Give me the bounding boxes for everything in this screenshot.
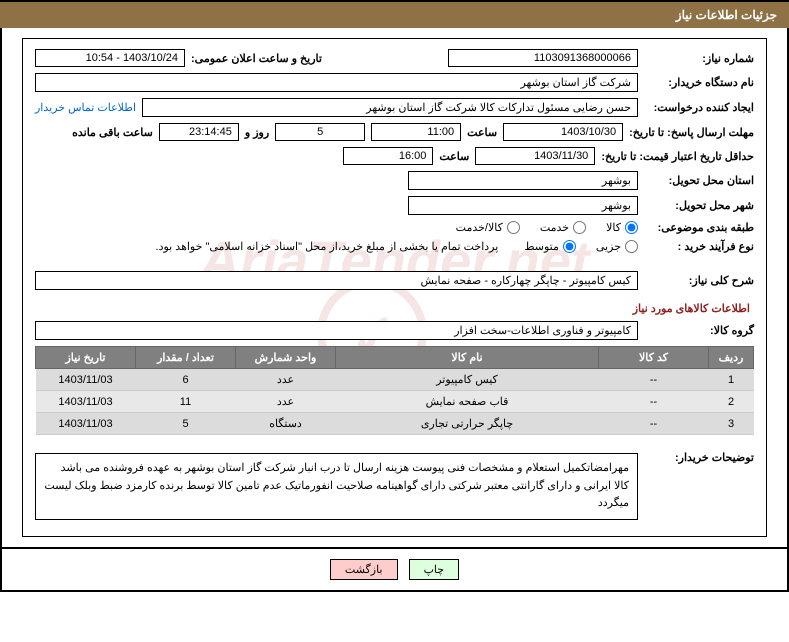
city-value: بوشهر [408, 196, 638, 215]
requester-label: ایجاد کننده درخواست: [644, 101, 754, 114]
back-button[interactable]: بازگشت [330, 559, 398, 580]
category-label: طبقه بندی موضوعی: [644, 221, 754, 234]
table-row: 3--چاپگر حرارتی تجاریدستگاه51403/11/03 [36, 413, 754, 435]
table-header-row: ردیف کد کالا نام کالا واحد شمارش تعداد /… [36, 347, 754, 369]
td-name: کیس کامپیوتر [336, 369, 599, 391]
days-text: روز و [245, 126, 269, 139]
td-row: 1 [709, 369, 754, 391]
button-row: چاپ بازگشت [0, 549, 789, 592]
th-date: تاریخ نیاز [36, 347, 136, 369]
province-value: بوشهر [408, 171, 638, 190]
radio-both-input[interactable] [507, 221, 520, 234]
need-number-label: شماره نیاز: [644, 52, 754, 65]
td-row: 2 [709, 391, 754, 413]
row-province: استان محل تحویل: بوشهر [35, 171, 754, 190]
need-number-value: 1103091368000066 [448, 49, 638, 67]
td-unit: عدد [236, 369, 336, 391]
validity-time-value: 16:00 [343, 147, 433, 165]
td-row: 3 [709, 413, 754, 435]
td-name: چاپگر حرارتی تجاری [336, 413, 599, 435]
process-note: پرداخت تمام یا بخشی از مبلغ خرید،از محل … [156, 240, 499, 253]
radio-khedmat-input[interactable] [573, 221, 586, 234]
row-buyer: نام دستگاه خریدار: شرکت گاز استان بوشهر [35, 73, 754, 92]
radio-medium-input[interactable] [563, 240, 576, 253]
remain-text: ساعت باقی مانده [72, 126, 153, 139]
announce-date-value: 1403/10/24 - 10:54 [35, 49, 185, 67]
buyer-value: شرکت گاز استان بوشهر [35, 73, 638, 92]
td-date: 1403/11/03 [36, 369, 136, 391]
radio-medium-label: متوسط [524, 240, 559, 253]
process-radio-group: جزیی متوسط [524, 240, 638, 253]
td-qty: 11 [136, 391, 236, 413]
validity-date-value: 1403/11/30 [475, 147, 595, 165]
print-button[interactable]: چاپ [409, 559, 460, 580]
td-date: 1403/11/03 [36, 391, 136, 413]
city-label: شهر محل تحویل: [644, 199, 754, 212]
items-table: ردیف کد کالا نام کالا واحد شمارش تعداد /… [35, 346, 754, 435]
radio-detail-input[interactable] [625, 240, 638, 253]
row-category: طبقه بندی موضوعی: کالا خدمت کالا/خدمت [35, 221, 754, 234]
radio-khedmat-label: خدمت [540, 221, 569, 234]
row-city: شهر محل تحویل: بوشهر [35, 196, 754, 215]
row-group: گروه کالا: کامپیوتر و فناوری اطلاعات-سخت… [35, 321, 754, 340]
th-row: ردیف [709, 347, 754, 369]
group-value: کامپیوتر و فناوری اطلاعات-سخت افزار [35, 321, 638, 340]
row-need-number: شماره نیاز: 1103091368000066 تاریخ و ساع… [35, 49, 754, 67]
radio-detail[interactable]: جزیی [596, 240, 638, 253]
td-code: -- [599, 369, 709, 391]
time-label-2: ساعت [439, 150, 469, 163]
row-requester: ایجاد کننده درخواست: حسن رضایی مسئول تدا… [35, 98, 754, 117]
radio-kala-input[interactable] [625, 221, 638, 234]
radio-detail-label: جزیی [596, 240, 621, 253]
th-qty: تعداد / مقدار [136, 347, 236, 369]
td-name: قاب صفحه نمایش [336, 391, 599, 413]
buyer-label: نام دستگاه خریدار: [644, 76, 754, 89]
row-notes: توضیحات خریدار: مهرامضاتکمیل استعلام و م… [35, 445, 754, 520]
page-title: جزئیات اطلاعات نیاز [676, 8, 777, 22]
notes-label: توضیحات خریدار: [644, 445, 754, 464]
contact-link[interactable]: اطلاعات تماس خریدار [35, 101, 136, 114]
radio-medium[interactable]: متوسط [524, 240, 576, 253]
row-desc: شرح کلی نیاز: کیس کامپیوتر - چاپگر چهارک… [35, 271, 754, 290]
deadline-label: مهلت ارسال پاسخ: تا تاریخ: [629, 126, 754, 139]
province-label: استان محل تحویل: [644, 174, 754, 187]
td-qty: 5 [136, 413, 236, 435]
td-unit: دستگاه [236, 413, 336, 435]
requester-value: حسن رضایی مسئول تدارکات کالا شرکت گاز اس… [142, 98, 638, 117]
time-label-1: ساعت [467, 126, 497, 139]
notes-value: مهرامضاتکمیل استعلام و مشخصات فنی پیوست … [35, 453, 638, 520]
time-remaining-value: 23:14:45 [159, 123, 239, 141]
row-process: نوع فرآیند خرید : جزیی متوسط پرداخت تمام… [35, 240, 754, 253]
radio-khedmat[interactable]: خدمت [540, 221, 586, 234]
announce-date-label: تاریخ و ساعت اعلان عمومی: [191, 52, 322, 65]
deadline-date-value: 1403/10/30 [503, 123, 623, 141]
desc-value: کیس کامپیوتر - چاپگر چهارکاره - صفحه نما… [35, 271, 638, 290]
radio-both[interactable]: کالا/خدمت [456, 221, 520, 234]
group-label: گروه کالا: [644, 324, 754, 337]
radio-kala-label: کالا [606, 221, 621, 234]
validity-label: حداقل تاریخ اعتبار قیمت: تا تاریخ: [601, 150, 754, 163]
td-code: -- [599, 391, 709, 413]
td-unit: عدد [236, 391, 336, 413]
th-name: نام کالا [336, 347, 599, 369]
category-radio-group: کالا خدمت کالا/خدمت [456, 221, 638, 234]
td-qty: 6 [136, 369, 236, 391]
radio-kala[interactable]: کالا [606, 221, 638, 234]
td-code: -- [599, 413, 709, 435]
days-remaining-value: 5 [275, 123, 365, 141]
td-date: 1403/11/03 [36, 413, 136, 435]
deadline-time-value: 11:00 [371, 123, 461, 141]
row-deadline: مهلت ارسال پاسخ: تا تاریخ: 1403/10/30 سا… [35, 123, 754, 141]
th-code: کد کالا [599, 347, 709, 369]
radio-both-label: کالا/خدمت [456, 221, 503, 234]
table-row: 2--قاب صفحه نمایشعدد111403/11/03 [36, 391, 754, 413]
row-validity: حداقل تاریخ اعتبار قیمت: تا تاریخ: 1403/… [35, 147, 754, 165]
th-unit: واحد شمارش [236, 347, 336, 369]
page-header: جزئیات اطلاعات نیاز [0, 0, 789, 28]
section-title: اطلاعات کالاهای مورد نیاز [39, 302, 750, 315]
table-row: 1--کیس کامپیوترعدد61403/11/03 [36, 369, 754, 391]
process-label: نوع فرآیند خرید : [644, 240, 754, 253]
desc-label: شرح کلی نیاز: [644, 274, 754, 287]
